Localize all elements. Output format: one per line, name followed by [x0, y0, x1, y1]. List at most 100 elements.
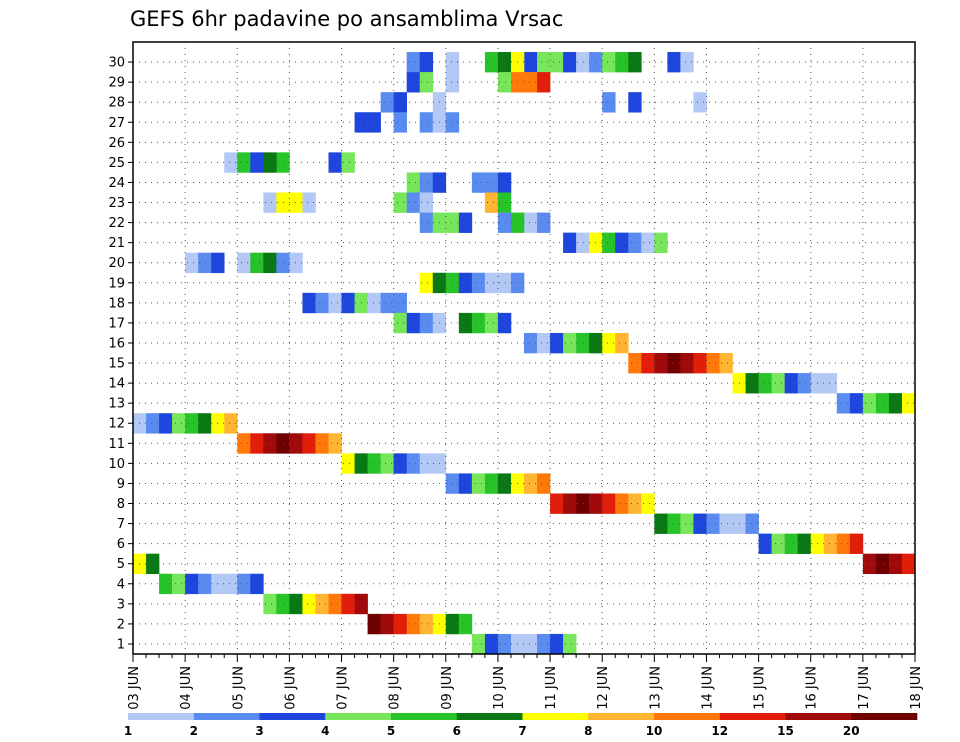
- colorbar-label: 10: [646, 724, 663, 738]
- heatmap-cell: [302, 292, 316, 314]
- colorbar-swatch: [851, 713, 918, 720]
- heatmap-cell: [250, 433, 264, 454]
- y-tick-label: 7: [117, 517, 125, 532]
- heatmap-cell: [172, 413, 186, 434]
- heatmap-cell: [172, 573, 186, 595]
- heatmap-cell: [458, 272, 473, 294]
- y-tick-label: 22: [108, 216, 125, 231]
- heatmap-cell: [380, 453, 394, 474]
- y-tick-label: 17: [108, 316, 125, 331]
- heatmap-cell: [497, 272, 512, 294]
- x-tick-label: 07 JUN: [336, 666, 351, 710]
- colorbar-swatch: [259, 713, 326, 720]
- heatmap-cell: [328, 433, 342, 454]
- heatmap-cell: [693, 513, 707, 534]
- heatmap-cell: [237, 252, 251, 274]
- heatmap-cell: [497, 172, 512, 193]
- heatmap-cell: [563, 52, 577, 73]
- x-tick-label: 17 JUN: [857, 666, 872, 710]
- x-tick-label: 11 JUN: [544, 666, 559, 710]
- heatmap-cell: [497, 192, 512, 213]
- heatmap-cell: [602, 52, 616, 73]
- heatmap-cell: [484, 272, 499, 294]
- heatmap-cell: [419, 192, 434, 213]
- heatmap-cell: [367, 292, 381, 314]
- heatmap-cell: [484, 633, 499, 655]
- y-tick-label: 11: [108, 437, 125, 452]
- colorbar-label: 4: [321, 724, 329, 738]
- heatmap-cell: [393, 613, 407, 635]
- heatmap-cell: [628, 232, 642, 253]
- heatmap-cell: [315, 433, 329, 454]
- heatmap-cell: [484, 473, 499, 494]
- heatmap-cell: [563, 232, 577, 253]
- heatmap-cell: [185, 573, 199, 595]
- heatmap-cell: [484, 312, 499, 334]
- y-tick-label: 21: [108, 236, 125, 251]
- y-tick-label: 16: [108, 336, 125, 351]
- heatmap-cell: [406, 613, 421, 635]
- grid-lines: [133, 42, 915, 654]
- y-tick-label: 4: [117, 577, 125, 592]
- heatmap-cell: [458, 212, 473, 233]
- heatmap-cell: [550, 332, 564, 354]
- heatmap-cell: [641, 493, 655, 514]
- heatmap-cell: [263, 593, 277, 615]
- heatmap-cell: [224, 152, 238, 173]
- heatmap-cell: [263, 192, 277, 213]
- heatmap-cell: [289, 593, 303, 615]
- x-tick-label: 13 JUN: [648, 666, 663, 710]
- heatmap-cell: [602, 332, 616, 354]
- heatmap-cell: [419, 453, 434, 474]
- heatmap-cell: [484, 52, 499, 73]
- heatmap-cell: [836, 393, 851, 414]
- heatmap-cell: [237, 573, 251, 595]
- heatmap-cell: [524, 72, 538, 93]
- heatmap-cell: [471, 633, 486, 655]
- heatmap-cell: [341, 593, 355, 615]
- heatmap-cell: [237, 433, 251, 454]
- heatmap-cell: [315, 292, 329, 314]
- heatmap-cell: [185, 413, 199, 434]
- colorbar-swatch: [391, 713, 458, 720]
- heatmap-cell: [445, 272, 460, 294]
- heatmap-cell: [224, 573, 238, 595]
- heatmap-cell: [563, 493, 577, 514]
- heatmap-cell: [393, 292, 407, 314]
- heatmap-cell: [263, 433, 277, 454]
- heatmap-cell: [602, 232, 616, 253]
- x-tick-label: 14 JUN: [700, 666, 715, 710]
- heatmap-cell: [393, 192, 407, 213]
- heatmap-cell: [289, 192, 303, 213]
- colorbar-label: 20: [843, 724, 860, 738]
- heatmap-cell: [419, 52, 434, 73]
- colorbar-swatch: [719, 713, 786, 720]
- y-tick-label: 3: [117, 597, 125, 612]
- heatmap-cell: [524, 332, 538, 354]
- heatmap-cell: [576, 232, 590, 253]
- heatmap-cell: [615, 232, 629, 253]
- y-tick-label: 1: [117, 637, 125, 652]
- heatmap-cell: [445, 112, 460, 133]
- heatmap-cell: [302, 192, 316, 213]
- heatmap-cell: [367, 453, 381, 474]
- y-tick-label: 12: [108, 417, 125, 432]
- heatmap-cell: [159, 573, 173, 595]
- x-tick-label: 08 JUN: [388, 666, 403, 710]
- heatmap-cell: [419, 112, 434, 133]
- colorbar-swatch: [128, 713, 195, 720]
- heatmap-cell: [706, 513, 720, 534]
- y-tick-label: 26: [108, 136, 125, 151]
- heatmap-cell: [524, 52, 538, 73]
- heatmap-cell: [537, 332, 551, 354]
- heatmap-cell: [419, 613, 434, 635]
- heatmap-cell: [419, 312, 434, 334]
- heatmap-cell: [550, 493, 564, 514]
- heatmap-cell: [706, 353, 720, 374]
- heatmap-cell: [484, 192, 499, 213]
- heatmap-cell: [250, 252, 264, 274]
- heatmap-cell: [406, 192, 421, 213]
- heatmap-cell: [628, 493, 642, 514]
- y-tick-label: 25: [108, 156, 125, 171]
